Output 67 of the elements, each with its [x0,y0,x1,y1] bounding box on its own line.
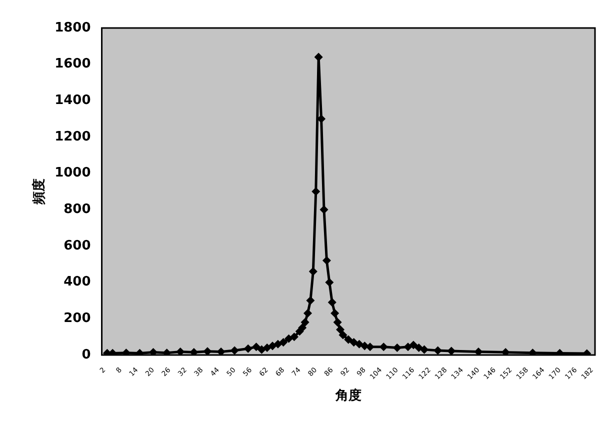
point [336,326,344,334]
point [583,350,591,356]
point [280,338,288,346]
point [298,324,306,332]
point [230,346,238,354]
point [434,346,442,354]
point [274,340,282,348]
point [290,333,298,341]
point [204,348,212,356]
point [318,115,326,123]
point [380,343,388,351]
point [556,349,564,356]
y-tick-label: 800 [64,202,91,218]
point [252,343,260,351]
point [360,342,368,350]
point [163,349,171,356]
point [326,278,334,286]
point [304,309,312,317]
point [263,344,271,352]
point [190,348,198,356]
point [103,349,111,356]
point [108,349,116,356]
point [217,348,225,356]
y-tick-label: 400 [64,274,91,290]
x-axis-title: 角度 [334,388,362,404]
point [334,318,342,326]
point [528,349,536,356]
point [268,342,276,350]
point [502,348,510,356]
point [244,344,252,352]
point [301,318,309,326]
point [176,348,184,356]
point [366,343,374,351]
y-axis-title: 頻度 [31,178,48,206]
point [150,348,158,356]
point [322,256,330,264]
point [355,340,363,348]
y-tick-label: 600 [64,238,91,254]
point [309,268,317,276]
point [344,336,352,344]
point [331,309,339,317]
point [285,334,293,342]
y-tick-label: 1200 [54,129,91,144]
point [306,296,314,304]
point [320,206,328,214]
point [448,347,456,355]
y-tick-label: 1000 [54,166,91,181]
point [350,338,358,346]
point [415,344,423,352]
y-tick-label: 1600 [54,56,91,72]
point [312,188,320,196]
y-tick-label: 0 [82,347,91,362]
point [258,346,266,354]
point [393,344,401,352]
y-tick-label: 200 [64,311,91,326]
point [404,343,412,351]
y-tick-label: 1800 [54,20,91,36]
point [122,349,130,356]
point [136,349,144,356]
point [314,53,322,61]
point [410,341,418,349]
point [420,346,428,354]
point [296,328,304,336]
point [474,348,482,356]
y-tick-label: 1400 [54,93,91,108]
point [328,298,336,306]
point [339,331,347,339]
